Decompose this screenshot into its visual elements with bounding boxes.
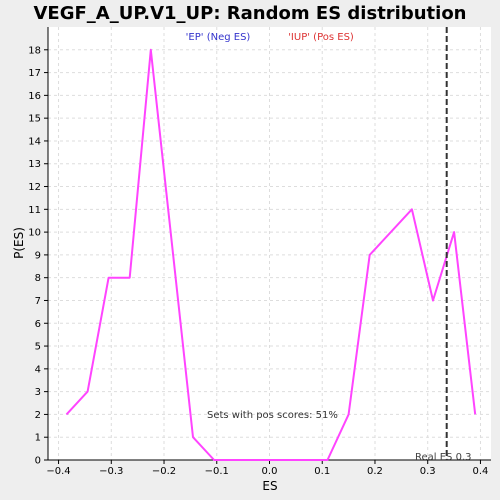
y-tick-label: 7	[35, 296, 41, 307]
y-tick-label: 10	[28, 228, 41, 239]
y-tick-label: 5	[35, 342, 41, 353]
x-tick-label: 0.3	[420, 466, 436, 477]
y-tick-label: 2	[35, 410, 41, 421]
x-axis-label: ES	[262, 479, 277, 493]
x-tick-label: −0.2	[152, 466, 176, 477]
y-tick-label: 6	[35, 319, 41, 330]
y-tick-label: 9	[35, 250, 41, 261]
y-tick-label: 14	[28, 136, 41, 147]
y-axis-label: P(ES)	[12, 227, 26, 259]
y-tick-label: 3	[35, 387, 41, 398]
chart-title: VEGF_A_UP.V1_UP: Random ES distribution	[34, 3, 467, 24]
y-tick-label: 13	[28, 159, 41, 170]
neg-es-label: 'EP' (Neg ES)	[186, 32, 251, 43]
y-tick-label: 11	[28, 205, 41, 216]
y-tick-label: 18	[28, 45, 41, 56]
x-tick-label: 0.1	[314, 466, 330, 477]
grid	[48, 27, 491, 461]
y-tick-label: 4	[35, 364, 41, 375]
real-es-label: Real ES 0.3	[415, 452, 471, 463]
series-layer	[65, 48, 477, 461]
x-tick-label: −0.4	[46, 466, 70, 477]
x-tick-label: 0.4	[472, 466, 488, 477]
x-tick-label: 0.2	[367, 466, 383, 477]
x-tick-label: −0.1	[205, 466, 229, 477]
y-tick-label: 1	[35, 433, 41, 444]
x-tick-label: 0.0	[262, 466, 278, 477]
x-tick-label: −0.3	[99, 466, 123, 477]
pos-scores-label: Sets with pos scores: 51%	[207, 410, 338, 421]
y-tick-label: 17	[28, 68, 41, 79]
y-tick-label: 15	[28, 114, 41, 125]
y-tick-label: 8	[35, 273, 41, 284]
x-ticks: −0.4 −0.3 −0.2 −0.1 0.0 0.1 0.2 0.3 0.4	[46, 460, 488, 477]
y-tick-label: 16	[28, 91, 41, 102]
y-tick-label: 0	[35, 456, 41, 467]
y-tick-label: 12	[28, 182, 41, 193]
series-line	[65, 48, 477, 461]
pos-es-label: 'IUP' (Pos ES)	[288, 32, 354, 43]
